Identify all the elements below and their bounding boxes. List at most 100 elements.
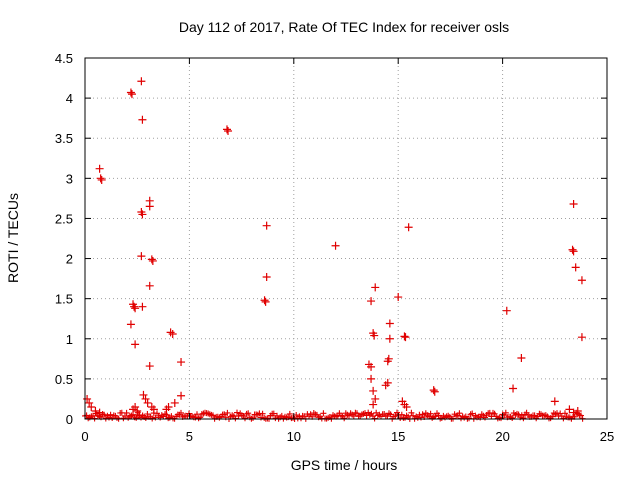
y-axis-ticks: 0 0.5 1 1.5 2 2.5 3 3.5 4 4.5 [55, 51, 607, 427]
data-point [135, 410, 144, 419]
plot-frame [84, 57, 608, 420]
data-point [517, 354, 526, 363]
data-point [367, 297, 376, 306]
data-point [127, 90, 136, 99]
y-axis-label: ROTI / TECUs [5, 193, 21, 283]
data-point [143, 398, 152, 407]
data-point [168, 329, 177, 338]
data-point [138, 210, 147, 219]
data-point [404, 223, 413, 232]
data-point [129, 405, 138, 414]
data-point [87, 402, 96, 411]
data-point [162, 405, 171, 414]
data-point [96, 174, 105, 183]
data-point [569, 247, 578, 256]
x-tick-label: 10 [287, 429, 301, 444]
data-point [95, 164, 104, 173]
data-point [565, 405, 574, 414]
data-point [502, 306, 511, 315]
y-tick-label: 3 [66, 171, 73, 186]
data-point [137, 252, 146, 261]
data-point [138, 302, 147, 311]
data-point [149, 405, 158, 414]
data-point [400, 332, 409, 341]
data-point [571, 263, 580, 272]
data-point [383, 357, 392, 366]
data-point [367, 362, 376, 371]
data-point [367, 374, 376, 383]
data-point [139, 390, 148, 399]
y-tick-label: 2.5 [55, 211, 73, 226]
data-point [166, 328, 175, 337]
y-tick-label: 4.5 [55, 51, 73, 66]
data-point [568, 245, 577, 254]
x-tick-label: 5 [186, 429, 193, 444]
data-point [573, 406, 582, 415]
data-point [371, 394, 380, 403]
x-tick-label: 20 [495, 429, 509, 444]
chart-title: Day 112 of 2017, Rate Of TEC Index for r… [179, 19, 509, 35]
baseline-marker-band [82, 409, 586, 422]
data-point [369, 400, 378, 409]
data-point [97, 175, 106, 184]
data-point [383, 378, 392, 387]
data-point [550, 397, 559, 406]
data-point [371, 283, 380, 292]
y-tick-label: 0.5 [55, 372, 73, 387]
data-point [148, 256, 157, 265]
x-axis-ticks: 0 5 10 15 20 25 [81, 58, 614, 444]
data-point [137, 77, 146, 86]
data-point [260, 296, 269, 305]
data-point [131, 304, 140, 313]
data-point [126, 320, 135, 329]
data-point [261, 297, 270, 306]
data-point [141, 394, 150, 403]
data-point [401, 333, 410, 342]
data-point [177, 358, 186, 367]
data-point [224, 127, 233, 136]
data-point [145, 281, 154, 290]
data-point [370, 331, 379, 340]
data-point [145, 362, 154, 371]
y-tick-label: 4 [66, 91, 73, 106]
y-tick-label: 1 [66, 332, 73, 347]
data-point [394, 293, 403, 302]
data-point [509, 384, 518, 393]
grid-lines [85, 58, 607, 419]
data-point [177, 391, 186, 400]
y-tick-label: 2 [66, 252, 73, 267]
data-point [147, 255, 156, 264]
data-point [85, 398, 94, 407]
baseline-band [82, 409, 586, 422]
y-tick-label: 0 [66, 412, 73, 427]
data-point [430, 387, 439, 396]
data-point [138, 115, 147, 124]
data-point [429, 386, 438, 395]
y-tick-label: 3.5 [55, 131, 73, 146]
data-point [369, 386, 378, 395]
data-point [95, 408, 104, 417]
x-tick-label: 25 [600, 429, 614, 444]
data-point [569, 408, 578, 417]
data-point [222, 125, 231, 134]
data-points [83, 77, 586, 419]
x-axis-label: GPS time / hours [291, 457, 398, 473]
data-point [569, 200, 578, 209]
y-tick-label: 1.5 [55, 292, 73, 307]
data-point [91, 406, 100, 415]
data-point [402, 402, 411, 411]
data-point [145, 202, 154, 211]
data-point [262, 221, 271, 230]
data-point [331, 241, 340, 250]
data-point [577, 276, 586, 285]
data-point [133, 406, 142, 415]
x-tick-label: 15 [391, 429, 405, 444]
data-point [83, 394, 92, 403]
data-point [385, 319, 394, 328]
data-point [577, 333, 586, 342]
data-point [170, 398, 179, 407]
data-point [126, 88, 135, 97]
data-point [131, 340, 140, 349]
